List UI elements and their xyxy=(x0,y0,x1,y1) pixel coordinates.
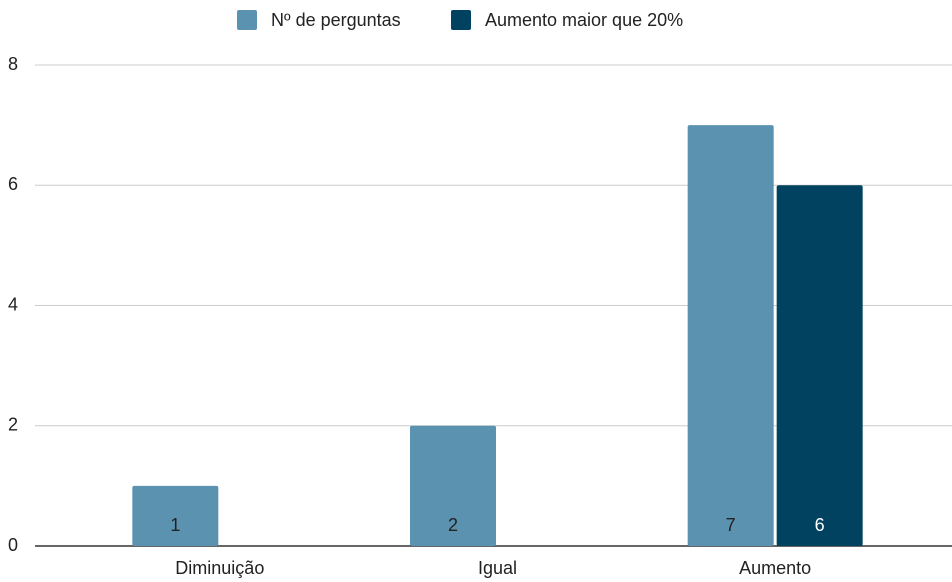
x-tick-label: Igual xyxy=(478,558,517,578)
bar xyxy=(410,425,496,546)
data-label: 1 xyxy=(170,515,180,535)
legend-label: Aumento maior que 20% xyxy=(485,10,683,30)
legend-label: Nº de perguntas xyxy=(271,10,401,30)
bar xyxy=(776,185,863,546)
y-tick-label: 0 xyxy=(8,535,18,555)
y-tick-label: 8 xyxy=(8,54,18,74)
bar xyxy=(132,485,219,546)
data-label: 2 xyxy=(448,515,458,535)
legend-swatch xyxy=(451,10,471,30)
y-tick-label: 6 xyxy=(8,174,18,194)
y-tick-label: 4 xyxy=(8,294,18,314)
x-tick-label: Diminuição xyxy=(175,558,264,578)
y-tick-label: 2 xyxy=(8,415,18,435)
data-label: 7 xyxy=(726,515,736,535)
data-label: 6 xyxy=(815,515,825,535)
bar xyxy=(687,125,774,546)
x-tick-label: Aumento xyxy=(739,558,811,578)
legend-swatch xyxy=(237,10,257,30)
